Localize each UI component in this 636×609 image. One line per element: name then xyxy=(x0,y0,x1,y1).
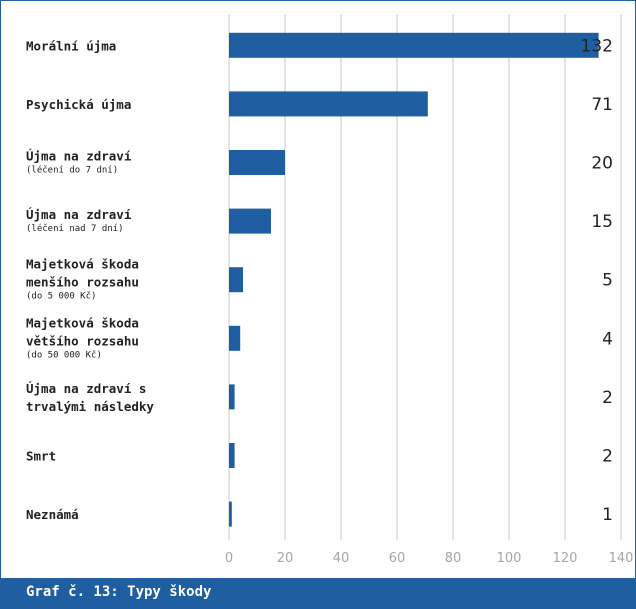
bar-9 xyxy=(229,501,232,527)
category-label: Majetková škoda xyxy=(26,315,139,330)
chart-caption: Graf č. 13: Typy škody xyxy=(26,584,212,600)
value-label: 5 xyxy=(602,271,613,291)
value-label: 2 xyxy=(602,447,613,467)
value-label: 71 xyxy=(591,95,613,115)
category-note: (léčení do 7 dní) xyxy=(26,165,118,176)
x-tick-label: 140 xyxy=(609,551,634,566)
bar-4 xyxy=(229,208,271,234)
category-note: (do 50 000 Kč) xyxy=(26,349,102,360)
bar-7 xyxy=(229,384,235,410)
value-label: 15 xyxy=(591,212,613,232)
x-tick-label: 0 xyxy=(225,551,233,566)
x-tick-label: 40 xyxy=(333,551,350,566)
category-label: Újma na zdraví xyxy=(26,207,132,222)
value-label: 1 xyxy=(602,505,613,525)
category-label: Neznámá xyxy=(26,507,79,522)
category-label: menšího rozsahu xyxy=(26,275,139,290)
bar-3 xyxy=(229,150,285,175)
category-label: Majetková škoda xyxy=(26,257,139,272)
category-label: Psychická újma xyxy=(26,97,131,112)
value-label: 4 xyxy=(602,329,613,349)
x-tick-label: 60 xyxy=(389,551,406,566)
category-label: trvalými následky xyxy=(26,399,154,414)
category-note: (léčení nad 7 dní) xyxy=(26,223,124,234)
caption-bar: Graf č. 13: Typy škody xyxy=(0,578,636,609)
x-tick-label: 120 xyxy=(553,551,578,566)
bar-8 xyxy=(229,443,235,468)
value-label: 20 xyxy=(591,154,613,174)
category-label: většího rozsahu xyxy=(26,333,139,348)
category-label: Újma na zdraví s xyxy=(26,381,146,396)
bar-6 xyxy=(229,325,241,351)
category-label: Újma na zdraví xyxy=(26,149,132,164)
category-label: Morální újma xyxy=(26,38,116,53)
x-tick-label: 20 xyxy=(277,551,294,566)
bar-1 xyxy=(229,32,599,58)
value-label: 132 xyxy=(581,36,613,56)
value-label: 2 xyxy=(602,388,613,408)
bar-5 xyxy=(229,267,243,293)
x-tick-label: 80 xyxy=(445,551,462,566)
x-tick-label: 100 xyxy=(497,551,522,566)
category-label: Smrt xyxy=(26,449,56,464)
category-note: (do 5 000 Kč) xyxy=(26,291,96,302)
bar-2 xyxy=(229,91,428,117)
